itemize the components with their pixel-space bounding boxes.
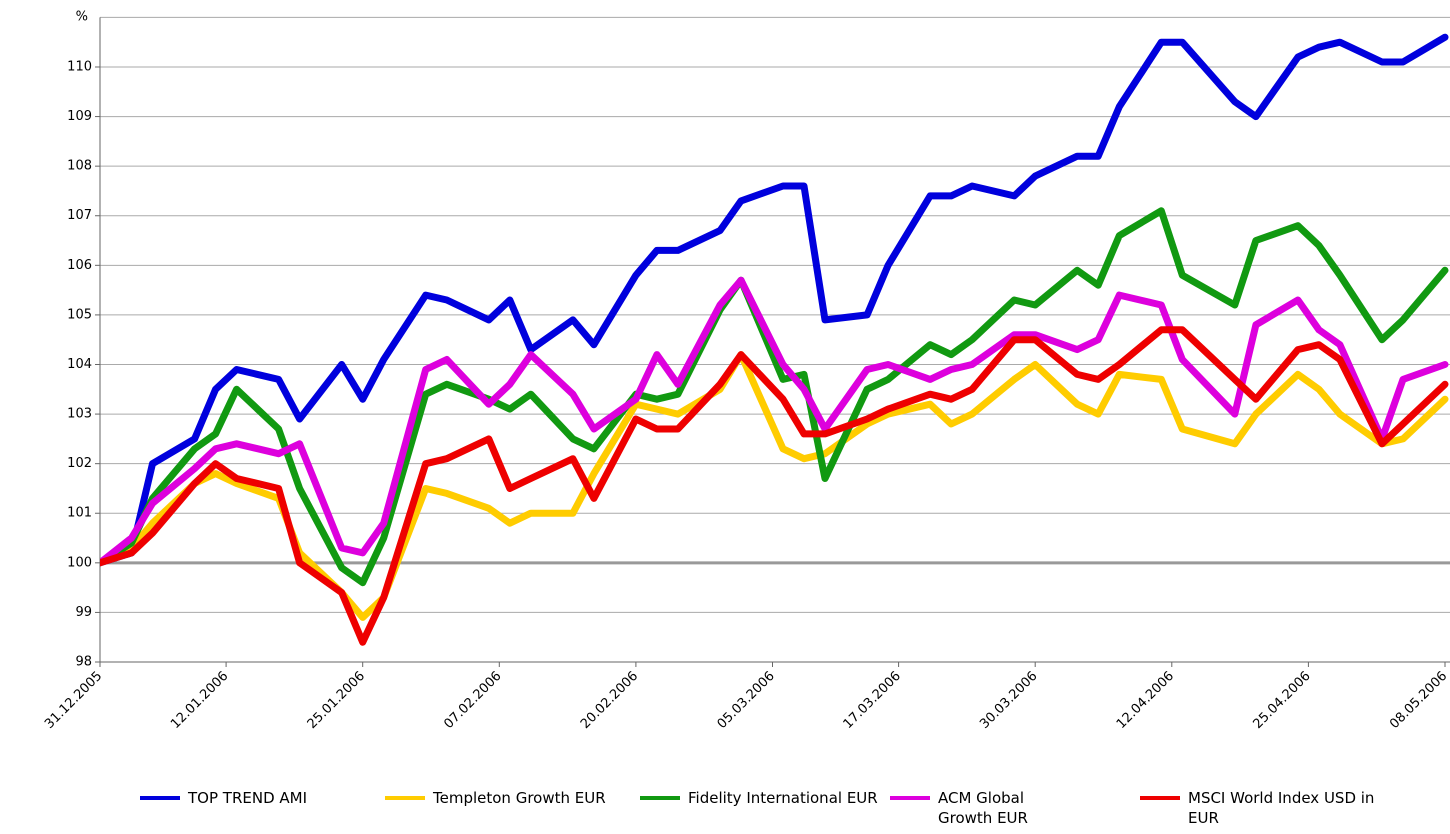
legend: TOP TREND AMI Templeton Growth EUR Fidelit… [0, 788, 1450, 834]
series-line [100, 326, 1449, 646]
legend-label: MSCI World Index USD in EUR [1188, 789, 1375, 827]
y-tick-label: 110 [67, 59, 92, 74]
series-line [100, 276, 1449, 567]
plot-area [100, 33, 1449, 646]
y-tick-label: 102 [67, 456, 92, 471]
legend-item: MSCI World Index USD in EUR [1140, 788, 1378, 828]
x-tick-label: 25.01.2006 [305, 669, 368, 732]
series-line [100, 207, 1449, 587]
legend-item: Fidelity International EUR [640, 788, 878, 808]
series-line [100, 33, 1449, 567]
legend-swatch [140, 796, 180, 800]
x-tick-label: 08.05.2006 [1387, 669, 1450, 732]
x-tick-label: 31.12.2005 [42, 669, 105, 732]
y-tick-label: 104 [67, 357, 92, 372]
x-tick-label: 12.04.2006 [1114, 669, 1177, 732]
y-tick-label: 99 [75, 605, 92, 620]
legend-swatch [1140, 796, 1180, 800]
legend-swatch [385, 796, 425, 800]
x-tick-label: 25.04.2006 [1250, 669, 1313, 732]
y-axis-label: % [76, 10, 88, 25]
y-tick-label: 103 [67, 407, 92, 422]
legend-item: Templeton Growth EUR [385, 788, 628, 808]
legend-item: ACM Global Growth EUR [890, 788, 1078, 828]
legend-swatch [640, 796, 680, 800]
y-tick-label: 101 [67, 506, 92, 521]
legend-label: ACM Global Growth EUR [938, 789, 1028, 827]
y-tick-label: 105 [67, 307, 92, 322]
y-tick-label: 107 [67, 208, 92, 223]
x-tick-label: 12.01.2006 [168, 669, 231, 732]
legend-swatch [890, 796, 930, 800]
x-tick-label: 17.03.2006 [841, 669, 904, 732]
legend-item: TOP TREND AMI [140, 788, 388, 808]
series-line [100, 351, 1449, 621]
x-tick-label: 05.03.2006 [715, 669, 778, 732]
legend-label: Fidelity International EUR [688, 789, 878, 807]
y-tick-label: 109 [67, 109, 92, 124]
x-tick-label: 30.03.2006 [977, 669, 1040, 732]
y-tick-label: 100 [67, 555, 92, 570]
legend-label: Templeton Growth EUR [433, 789, 606, 807]
x-tick-label: 20.02.2006 [578, 669, 641, 732]
y-tick-label: 108 [67, 159, 92, 174]
y-tick-label: 98 [75, 655, 92, 670]
legend-label: TOP TREND AMI [188, 789, 308, 807]
x-tick-label: 07.02.2006 [441, 669, 504, 732]
y-tick-label: 106 [67, 258, 92, 273]
